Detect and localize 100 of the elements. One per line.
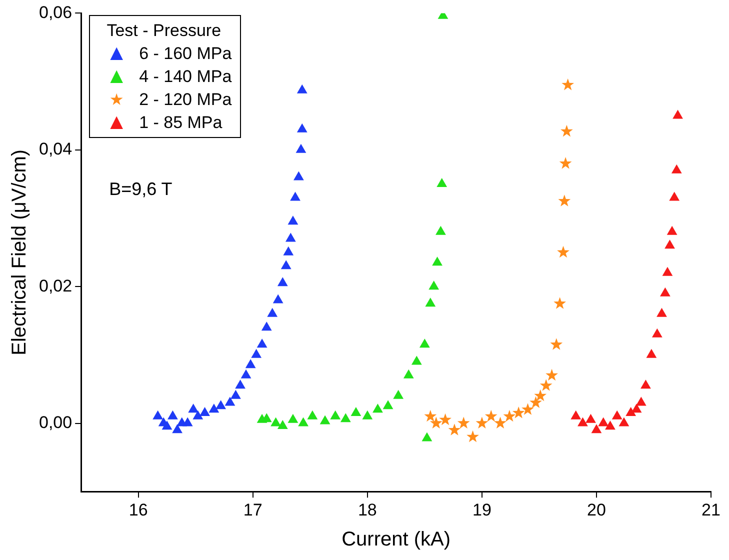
x-tick-label: 17 <box>243 500 262 520</box>
point <box>667 226 677 235</box>
point <box>503 410 516 422</box>
point <box>235 380 246 389</box>
y-axis-title: Electrical Field (μV/cm) <box>8 149 31 356</box>
point <box>182 418 192 426</box>
point <box>286 233 296 242</box>
point <box>656 308 667 317</box>
legend-label: 1 - 85 MPa <box>139 112 222 134</box>
point <box>162 421 172 430</box>
point <box>646 349 656 358</box>
x-tick-label: 21 <box>702 500 720 520</box>
point <box>512 406 525 418</box>
x-tick-label: 18 <box>358 500 377 520</box>
point <box>172 424 182 434</box>
point <box>652 328 662 338</box>
point <box>257 339 267 348</box>
point <box>429 281 439 290</box>
y-tick-label: 0,06 <box>38 2 72 22</box>
point <box>546 368 558 381</box>
point <box>351 408 361 416</box>
point <box>404 370 414 378</box>
point <box>188 404 198 413</box>
annotation: B=9,6 T <box>109 179 172 200</box>
point <box>571 410 581 420</box>
point <box>412 356 422 365</box>
point <box>626 408 636 416</box>
point <box>268 308 278 317</box>
point <box>559 157 572 169</box>
point <box>241 370 251 378</box>
point <box>448 424 461 436</box>
point <box>534 389 547 402</box>
x-tick-label: 20 <box>587 500 606 520</box>
point <box>193 410 203 420</box>
y-tick-label: 0,04 <box>38 140 72 159</box>
legend-label: 6 - 160 MPa <box>139 43 232 66</box>
point <box>557 246 570 258</box>
point <box>562 78 574 90</box>
point <box>484 410 498 422</box>
point <box>383 400 393 410</box>
point <box>670 192 680 201</box>
point <box>522 403 534 415</box>
point <box>200 408 210 416</box>
point <box>612 410 622 420</box>
point <box>294 172 304 180</box>
point <box>662 267 672 276</box>
point <box>308 410 318 420</box>
point <box>636 397 646 406</box>
point <box>426 298 436 307</box>
x-tick-label: 19 <box>472 500 492 520</box>
point <box>281 260 291 270</box>
point <box>246 360 256 368</box>
point <box>578 418 588 426</box>
point <box>457 416 470 429</box>
point <box>152 410 163 420</box>
point <box>494 416 506 429</box>
point <box>436 226 446 235</box>
point <box>340 414 350 422</box>
point <box>476 416 488 429</box>
point <box>296 144 306 153</box>
point <box>554 297 566 309</box>
point <box>664 240 675 249</box>
point <box>605 421 616 430</box>
point <box>550 338 563 350</box>
point <box>422 432 432 442</box>
point <box>262 322 272 331</box>
point <box>298 418 308 426</box>
point <box>394 390 404 399</box>
point <box>430 416 442 429</box>
point <box>466 430 479 442</box>
point <box>290 192 300 201</box>
point <box>372 404 383 413</box>
point <box>330 410 340 420</box>
x-tick-label: 16 <box>128 500 148 520</box>
point <box>270 418 281 426</box>
point <box>632 404 642 413</box>
point <box>297 124 307 132</box>
point <box>432 257 442 266</box>
point <box>278 420 288 429</box>
point <box>672 164 682 174</box>
point <box>640 380 651 389</box>
point <box>437 178 447 188</box>
point <box>540 379 552 391</box>
point <box>424 410 437 422</box>
point <box>362 410 372 420</box>
y-tick-label: 0,02 <box>38 276 72 296</box>
point <box>278 278 288 286</box>
point <box>273 294 283 304</box>
point <box>672 110 683 119</box>
point <box>560 124 573 137</box>
legend-label: 2 - 120 MPa <box>139 89 232 112</box>
legend-title: Test - Pressure <box>106 20 222 42</box>
point <box>598 418 608 426</box>
point <box>251 349 262 358</box>
point <box>288 414 298 423</box>
point <box>216 400 226 410</box>
point <box>209 404 219 413</box>
point <box>530 396 542 408</box>
point <box>225 397 235 406</box>
point <box>230 390 241 399</box>
